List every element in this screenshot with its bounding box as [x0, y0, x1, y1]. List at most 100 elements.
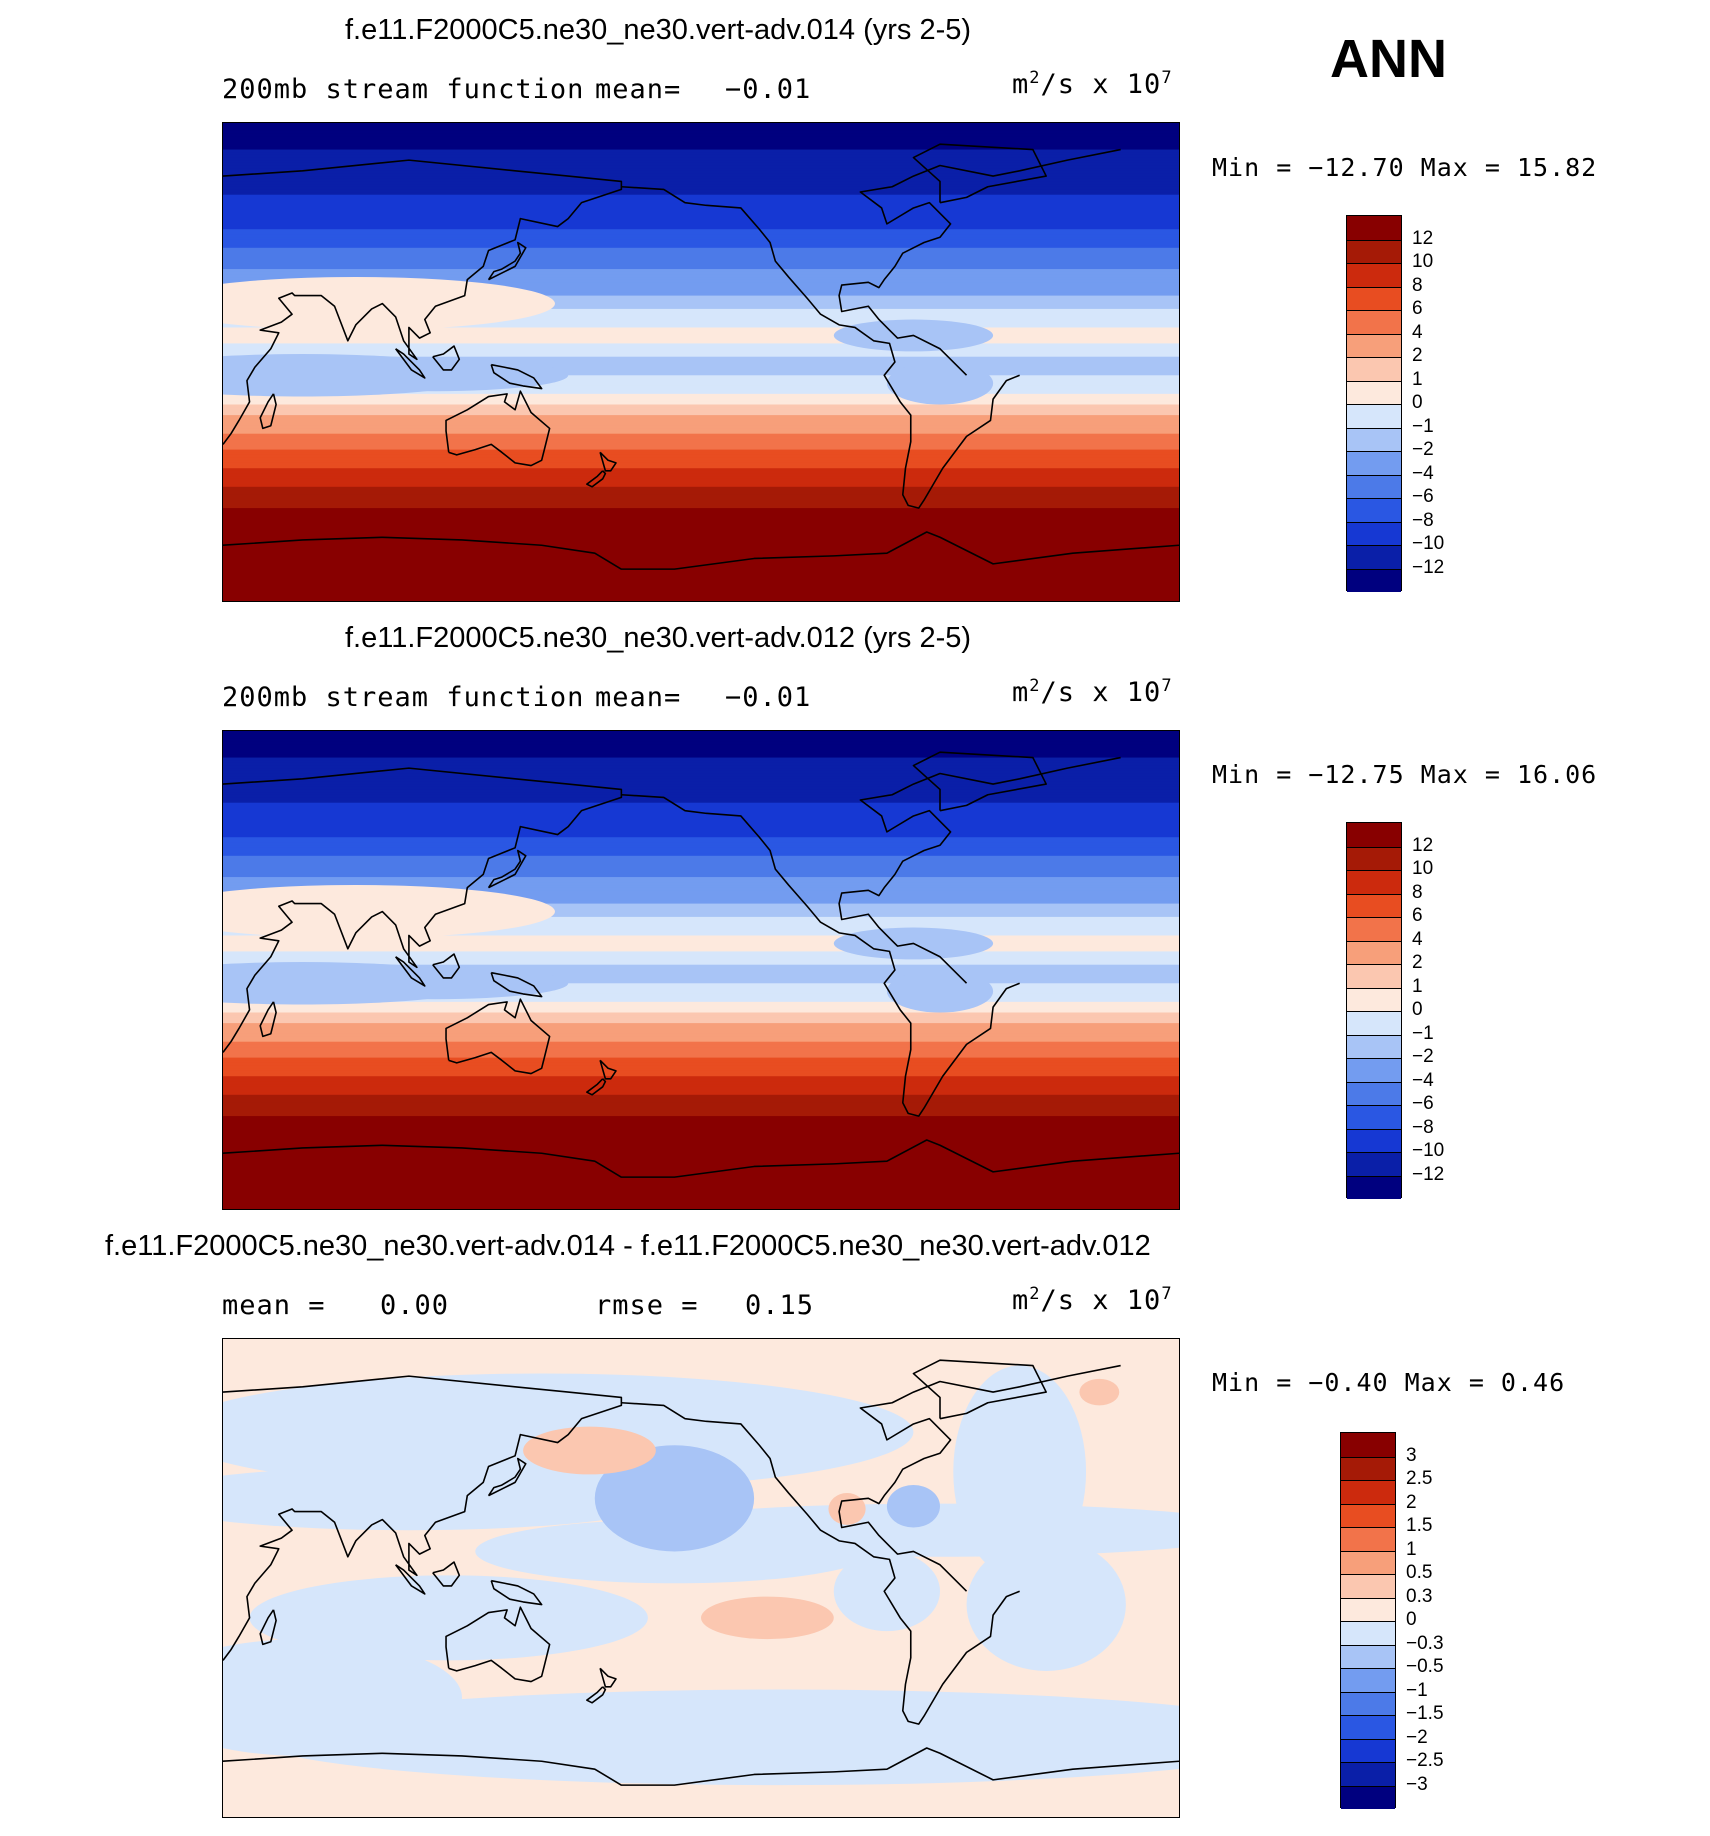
contour-region	[249, 1689, 1179, 1786]
contour-band	[223, 1039, 1179, 1043]
coastline	[621, 1401, 1020, 1725]
contour-band	[223, 170, 1179, 175]
contour-band	[223, 1124, 1179, 1128]
contour-band	[223, 245, 1179, 249]
contour-band	[223, 1190, 1179, 1194]
contour-band	[223, 513, 1179, 517]
coastline	[599, 451, 617, 472]
contour-region	[828, 1493, 866, 1525]
coastline	[599, 1059, 617, 1080]
colorbar-segment	[1341, 1456, 1395, 1480]
contour-band	[223, 996, 1179, 1000]
contour-band	[223, 332, 1179, 337]
contour-band	[223, 1187, 1179, 1192]
contour-band	[223, 1015, 1179, 1019]
contour-band	[223, 473, 1179, 477]
contour-band	[223, 431, 1179, 435]
panel-2-map	[222, 730, 1180, 1210]
contour-band	[223, 1076, 1179, 1080]
contour-band	[223, 1052, 1179, 1056]
contour-band	[223, 776, 1179, 780]
coastline	[432, 345, 461, 371]
colorbar-segment	[1341, 1503, 1395, 1527]
contour-band	[223, 908, 1179, 913]
contour-band	[223, 157, 1179, 161]
contour-band	[223, 396, 1179, 400]
contour-band	[223, 468, 1179, 472]
contour-band	[223, 298, 1179, 302]
contour-band	[223, 566, 1179, 570]
contour-band	[223, 839, 1179, 844]
contour-band	[223, 805, 1179, 809]
contour-band	[223, 388, 1179, 392]
contour-region	[475, 1519, 874, 1584]
colorbar-label: −3	[1406, 1773, 1428, 1795]
contour-band	[223, 906, 1179, 910]
contour-band	[223, 1049, 1179, 1053]
colorbar-label: 3	[1406, 1444, 1417, 1466]
colorbar-label: −10	[1412, 1140, 1445, 1161]
contour-band	[223, 1179, 1179, 1184]
contour-band	[223, 1065, 1179, 1069]
contour-band	[223, 529, 1179, 533]
colorbar-segment	[1341, 1644, 1395, 1668]
coastline	[394, 348, 426, 379]
contour-band	[223, 1201, 1179, 1205]
contour-region	[886, 1485, 941, 1528]
coastline	[445, 390, 551, 467]
panel-1-mean-value: −0.01	[725, 74, 812, 105]
coastline	[223, 159, 623, 445]
contour-anomaly	[223, 277, 555, 331]
contour-band	[223, 462, 1179, 467]
colorbar-label: −2	[1412, 1046, 1434, 1067]
coastline	[432, 1561, 461, 1587]
panel-2-mean-value: −0.01	[725, 682, 812, 713]
coastline	[445, 1606, 551, 1683]
contour-band	[223, 1131, 1179, 1136]
contour-band	[223, 770, 1179, 775]
colorbar-segment	[1347, 917, 1401, 941]
contour-band	[223, 176, 1179, 180]
contour-band	[223, 178, 1179, 183]
contour-band	[223, 181, 1179, 185]
contour-band	[223, 303, 1179, 307]
contour-band	[223, 210, 1179, 214]
colorbar-label: 0	[1412, 392, 1423, 413]
contour-band	[223, 574, 1179, 578]
contour-band	[223, 778, 1179, 783]
colorbar-segment	[1347, 380, 1401, 404]
colorbar-segment	[1347, 987, 1401, 1011]
contour-band	[223, 497, 1179, 501]
colorbar-label: −0.3	[1406, 1632, 1444, 1654]
colorbar-segment	[1341, 1550, 1395, 1574]
contour-band	[223, 1001, 1179, 1006]
contour-band	[223, 1086, 1179, 1091]
colorbar-segment	[1347, 1034, 1401, 1058]
panel-1-units: m2/s x 107	[1012, 68, 1173, 100]
contour-band	[223, 322, 1179, 326]
contour-band	[223, 746, 1179, 751]
colorbar-label: −2	[1406, 1726, 1428, 1748]
contour-band	[223, 391, 1179, 395]
contour-region	[953, 1365, 1087, 1578]
contour-band	[223, 144, 1179, 148]
colorbar-segment	[1347, 846, 1401, 870]
contour-band	[223, 954, 1179, 958]
contour-band	[223, 1147, 1179, 1152]
coastline	[445, 998, 551, 1075]
contour-band	[223, 375, 1179, 379]
contour-band	[223, 773, 1179, 777]
contour-band	[223, 744, 1179, 748]
colorbar-segment	[1341, 1433, 1395, 1457]
colorbar-label: 1.5	[1406, 1515, 1433, 1536]
contour-band	[223, 1041, 1179, 1045]
contour-band	[223, 282, 1179, 286]
coastline	[223, 1747, 1179, 1786]
colorbar-segment	[1341, 1715, 1395, 1739]
contour-band	[223, 284, 1179, 289]
contour-band	[223, 1185, 1179, 1189]
contour-band	[223, 1166, 1179, 1170]
colorbar-label: 0.5	[1406, 1562, 1433, 1583]
coastline	[223, 1139, 1179, 1178]
contour-band	[223, 882, 1179, 886]
